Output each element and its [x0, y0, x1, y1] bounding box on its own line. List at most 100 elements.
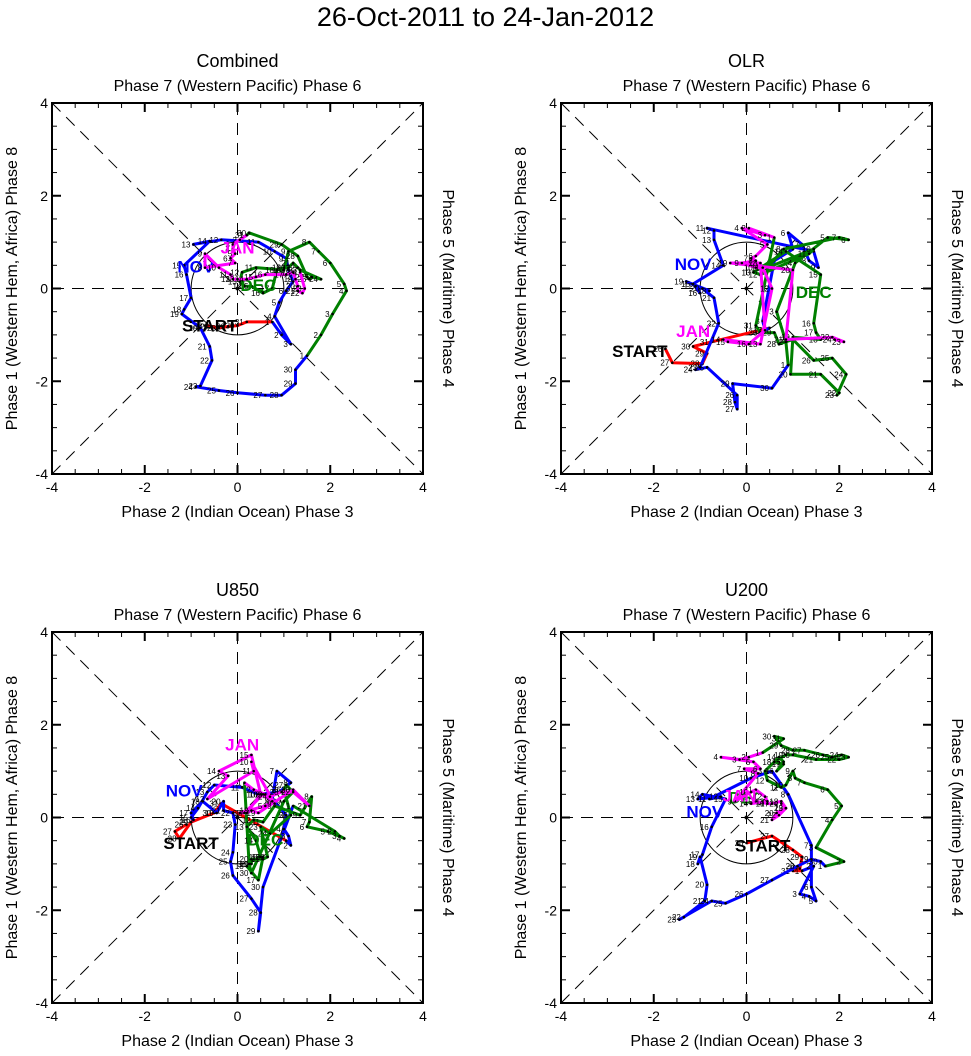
- day-marker: [189, 296, 193, 300]
- day-marker: [724, 797, 727, 801]
- day-marker: [712, 229, 716, 232]
- day-label: 18: [769, 797, 778, 806]
- day-marker: [280, 790, 283, 794]
- day-marker: [261, 793, 265, 796]
- day-marker: [240, 786, 244, 789]
- day-marker: [291, 280, 295, 283]
- day-marker: [847, 755, 850, 759]
- day-label: 4: [714, 753, 719, 762]
- day-label: 2: [274, 331, 279, 340]
- day-label: 17: [753, 326, 762, 335]
- day-marker: [296, 284, 300, 288]
- day-label: 24: [221, 848, 230, 857]
- day-marker: [273, 315, 276, 318]
- day-marker: [784, 250, 788, 253]
- day-label: 21: [760, 816, 769, 825]
- day-marker: [705, 883, 709, 887]
- day-marker: [779, 744, 783, 747]
- day-marker: [826, 788, 829, 791]
- day-label: 15: [744, 797, 753, 806]
- day-label: 27: [760, 876, 769, 885]
- day-marker: [308, 820, 311, 824]
- day-marker: [835, 393, 839, 397]
- day-label: 21: [809, 370, 818, 379]
- day-label: 2: [741, 753, 746, 762]
- right-axis-label: Phase 5 (Maritime) Phase 4: [439, 718, 456, 916]
- day-label: 26: [653, 345, 662, 354]
- day-label: 9: [272, 788, 277, 797]
- top-axis-label: Phase 7 (Western Pacific) Phase 6: [623, 607, 871, 624]
- day-marker: [754, 259, 758, 262]
- day-marker: [189, 816, 193, 819]
- day-marker: [798, 892, 802, 896]
- day-label: 16: [251, 853, 260, 862]
- day-label: 9: [281, 247, 286, 256]
- day-label: 30: [251, 883, 260, 892]
- bottom-axis-label: Phase 2 (Indian Ocean) Phase 3: [121, 504, 353, 521]
- left-axis-label: Phase 1 (Western Hem, Africa) Phase 8: [4, 676, 21, 959]
- day-marker: [712, 238, 716, 242]
- day-marker: [677, 918, 681, 921]
- x-tick-label: 0: [234, 479, 242, 495]
- day-label: 10: [774, 781, 783, 790]
- day-label: 16: [765, 767, 774, 776]
- day-label: 10: [744, 264, 753, 273]
- start-label: START: [612, 342, 668, 361]
- day-label: 20: [695, 881, 704, 890]
- day-label: 6: [753, 765, 758, 774]
- day-marker: [250, 760, 253, 764]
- day-marker: [763, 795, 767, 798]
- left-axis-label: Phase 1 (Western Hem, Africa) Phase 8: [513, 676, 530, 959]
- day-marker: [837, 391, 841, 395]
- month-label-dec: DEC: [247, 830, 283, 849]
- day-marker: [245, 864, 249, 868]
- day-marker: [222, 809, 225, 812]
- day-marker: [819, 860, 822, 863]
- day-label: 14: [739, 800, 748, 809]
- x-tick-label: -4: [555, 479, 568, 495]
- day-label: 2: [314, 331, 319, 340]
- panel-combined: Combined Phase 7 (Western Pacific) Phase …: [4, 51, 456, 521]
- day-marker: [752, 270, 755, 274]
- day-marker: [231, 850, 235, 854]
- day-label: 20: [281, 786, 290, 795]
- day-marker: [254, 275, 258, 279]
- day-marker: [342, 282, 346, 286]
- day-label: 1: [818, 862, 823, 871]
- day-marker: [284, 273, 288, 276]
- day-label: 21: [251, 855, 260, 864]
- day-marker: [830, 356, 834, 360]
- day-label: 6: [300, 823, 305, 832]
- day-marker: [182, 264, 186, 267]
- day-label: 7: [228, 259, 233, 268]
- day-label: 18: [686, 860, 695, 869]
- day-marker: [770, 386, 774, 390]
- day-marker: [310, 275, 314, 279]
- day-marker: [793, 776, 797, 780]
- day-marker: [199, 326, 202, 330]
- day-marker: [759, 342, 762, 346]
- day-marker: [231, 277, 235, 281]
- day-marker: [745, 841, 748, 845]
- day-marker: [180, 312, 184, 316]
- day-label: 11: [242, 767, 251, 776]
- day-label: 17: [772, 760, 781, 769]
- day-marker: [210, 359, 214, 362]
- day-label: 9: [727, 797, 732, 806]
- day-label: 20: [212, 797, 221, 806]
- day-marker: [803, 781, 806, 785]
- bottom-axis-label: Phase 2 (Indian Ocean) Phase 3: [630, 504, 862, 521]
- day-label: 2: [836, 858, 841, 867]
- day-label: 13: [749, 340, 758, 349]
- panel-u200: U200 Phase 7 (Western Pacific) Phase 6 Pha…: [513, 580, 965, 1050]
- panel-u850: U850 Phase 7 (Western Pacific) Phase 6 Pha…: [4, 580, 456, 1050]
- day-marker: [747, 342, 751, 346]
- day-marker: [296, 266, 300, 269]
- day-label: 21: [198, 342, 207, 351]
- x-tick-label: 0: [743, 1008, 751, 1024]
- day-label: 6: [279, 287, 284, 296]
- day-marker: [796, 864, 799, 868]
- day-label: 14: [235, 275, 244, 284]
- day-label: 3: [281, 832, 286, 841]
- day-label: 23: [223, 820, 232, 829]
